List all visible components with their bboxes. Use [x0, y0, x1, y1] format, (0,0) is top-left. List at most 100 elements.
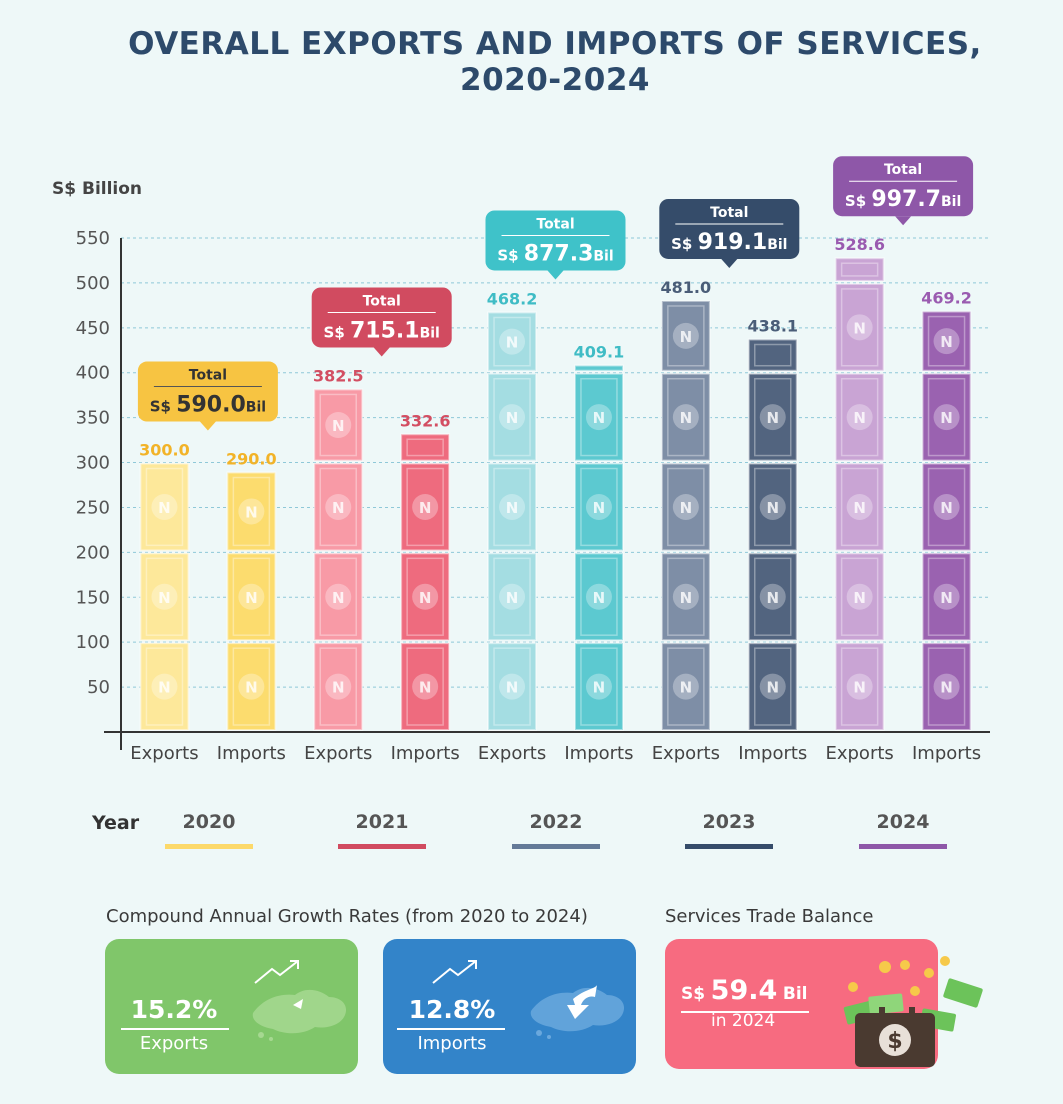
coin-icon: [499, 673, 526, 700]
legend-swatch: [512, 844, 600, 849]
callout-title: Total: [363, 293, 401, 309]
bar-segment: [226, 552, 277, 642]
x-tick-label: Imports: [217, 743, 286, 764]
callout-unit: Bil: [941, 194, 961, 210]
coin-glyph: N: [332, 679, 345, 697]
coin-icon: [238, 498, 265, 525]
callout-currency: S$: [671, 235, 697, 253]
note-border: [754, 557, 792, 636]
bar-segment: [139, 552, 190, 642]
bar-segment: [226, 471, 277, 552]
coin-glyph: N: [940, 333, 953, 351]
coin-icon: [151, 583, 178, 610]
coin-icon: [933, 404, 960, 431]
chart-title: OVERALL EXPORTS AND IMPORTS OF SERVICES,…: [0, 26, 1063, 98]
cagr-title: Compound Annual Growth Rates (from 2020 …: [106, 906, 588, 927]
legend-swatch: [859, 844, 947, 849]
note-border: [754, 647, 792, 726]
callout-box: [137, 361, 278, 422]
x-tick-label: Exports: [825, 743, 893, 764]
coin-icon: [933, 673, 960, 700]
note-border: [145, 467, 184, 547]
bar-segment: [139, 642, 190, 732]
note-border: [493, 557, 531, 636]
bar-value-label: 382.5: [313, 366, 364, 385]
coin-icon: [499, 493, 526, 520]
bar-segment: [921, 462, 972, 552]
legend-swatch: [338, 844, 426, 849]
coin-glyph: N: [593, 679, 606, 697]
callout-unit: Bil: [246, 400, 266, 416]
y-axis-label: S$ Billion: [52, 179, 142, 199]
legend-label: 2020: [182, 811, 236, 833]
callout-pointer: [373, 347, 390, 357]
bar-segment: [487, 642, 538, 732]
coin-icon: [672, 322, 699, 349]
coin-icon: [238, 583, 265, 610]
callout-pointer: [199, 421, 216, 431]
coin-icon: [499, 583, 526, 610]
coin-glyph: N: [419, 679, 432, 697]
coin-glyph: N: [766, 499, 779, 517]
note-border: [754, 467, 792, 547]
briefcase-money-icon: $: [843, 956, 983, 1067]
coin-glyph: N: [506, 679, 519, 697]
svg-text:$: $: [887, 1029, 902, 1054]
note-border: [927, 315, 966, 367]
note-border: [667, 557, 705, 636]
x-tick-label: Exports: [652, 743, 720, 764]
bar-segment: [660, 372, 711, 462]
note-border: [319, 647, 357, 726]
callout-pointer: [721, 258, 738, 268]
bar-segment: [660, 642, 711, 732]
callout-unit: Bil: [767, 237, 787, 253]
bar-segment: [573, 552, 624, 642]
bar-segment: [313, 388, 364, 462]
cagr-imports-value: 12.8%: [408, 995, 496, 1024]
callout-value: 919.1: [698, 230, 768, 255]
note-border: [145, 647, 184, 726]
coin-icon: [499, 404, 526, 431]
note-border: [840, 288, 879, 367]
coin-glyph: N: [680, 679, 693, 697]
coin-icon: [325, 583, 352, 610]
coin-glyph: N: [332, 417, 345, 435]
coin-glyph: N: [940, 589, 953, 607]
callout-value: 715.1: [350, 318, 420, 343]
legend-title: Year: [92, 812, 140, 834]
coin-icon: [933, 328, 960, 355]
bar-segment: [487, 462, 538, 552]
coin-icon: [585, 493, 612, 520]
cagr-exports-value: 15.2%: [130, 995, 218, 1024]
bar-segment: [400, 642, 451, 732]
bar-2021-imports: N N N: [400, 433, 451, 732]
bar-value-label: 300.0: [139, 441, 190, 460]
bar-segment: [834, 462, 885, 552]
singapore-map-icon: [530, 985, 625, 1039]
note-border: [927, 377, 966, 457]
coin-icon: [846, 493, 873, 520]
bar-segment: [834, 372, 885, 462]
coin-icon: [585, 583, 612, 610]
y-tick-label: 150: [76, 587, 110, 608]
bar-segment: [139, 462, 190, 552]
bar-2023-exports: N N N N N: [660, 299, 711, 732]
coin-glyph: N: [158, 679, 171, 697]
coin-icon: [759, 493, 786, 520]
callout-title: Total: [189, 368, 227, 384]
bar-value-label: 332.6: [400, 411, 451, 430]
note-border: [406, 438, 444, 457]
coin-icon: [846, 314, 873, 341]
y-tick-label: 250: [76, 497, 110, 518]
note-border: [840, 377, 879, 457]
note-border: [754, 343, 792, 367]
bar-2020-imports: N N N: [226, 471, 277, 732]
note-border: [580, 647, 618, 726]
x-tick-label: Exports: [478, 743, 546, 764]
coin-glyph: N: [332, 589, 345, 607]
callout-currency: S$: [845, 192, 871, 210]
coin-icon: [759, 673, 786, 700]
callout-pointer: [547, 270, 564, 280]
note-border: [927, 647, 966, 726]
coin-glyph: N: [853, 409, 866, 427]
